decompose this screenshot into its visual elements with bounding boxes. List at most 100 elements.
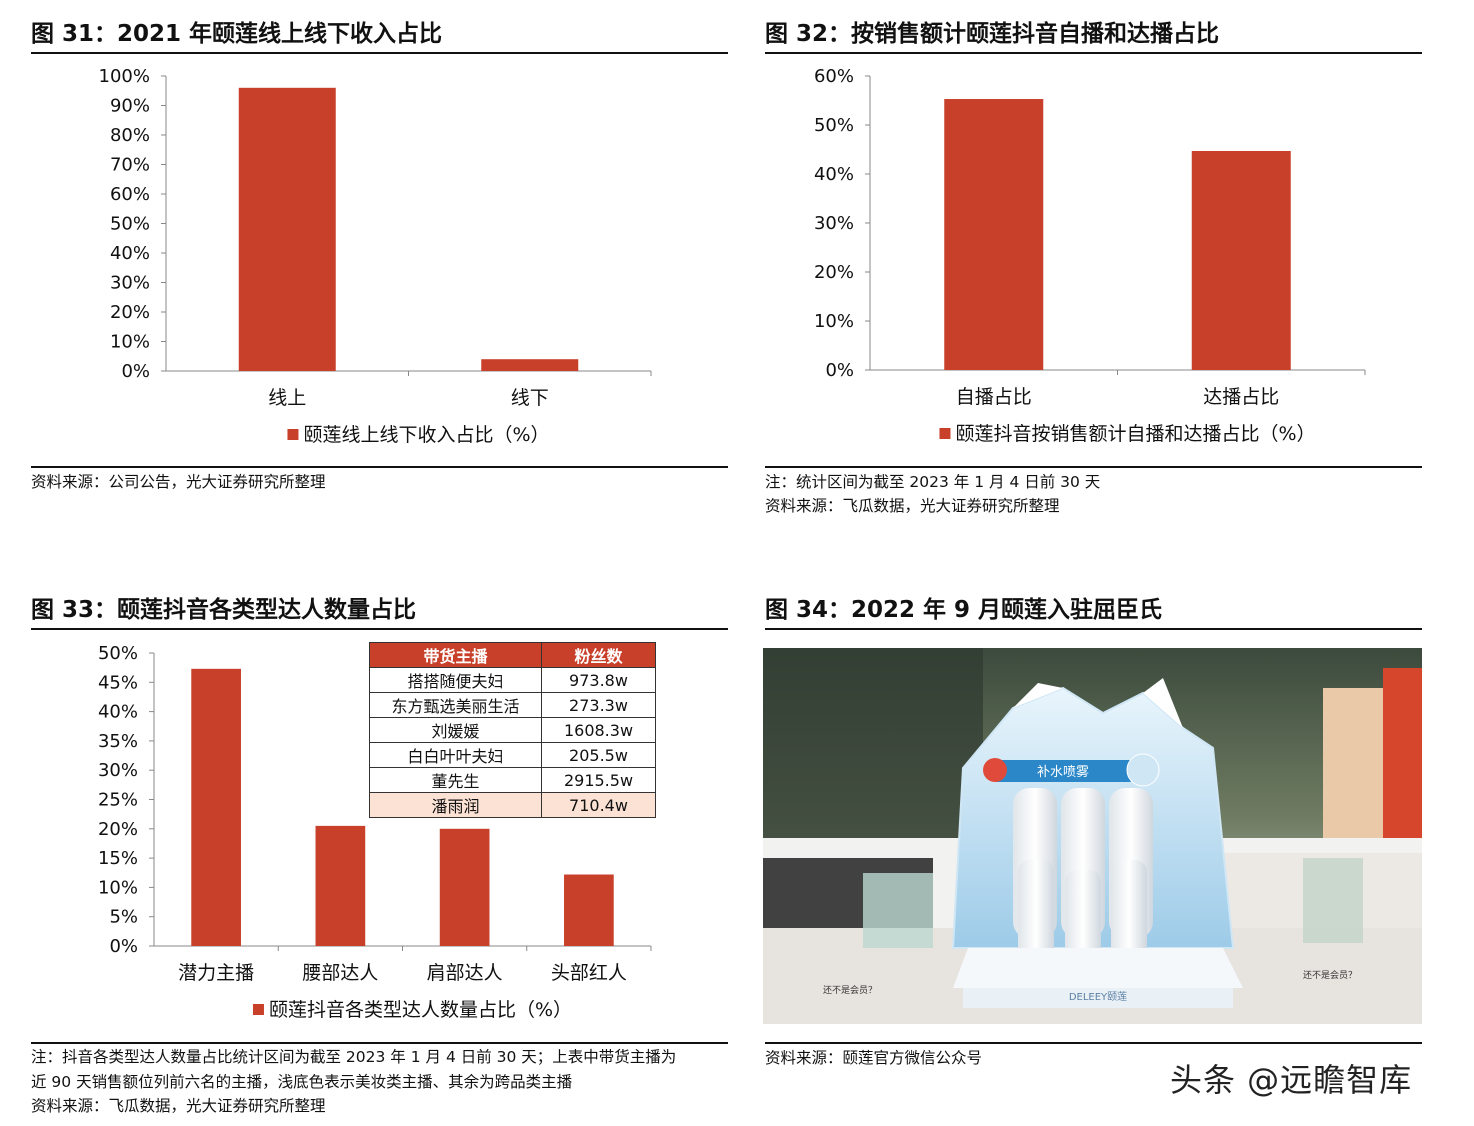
table-cell-name: 潘雨润 — [369, 792, 542, 818]
table-cell-fans: 273.3w — [541, 692, 656, 718]
figure-33-bottom-rule — [31, 1042, 728, 1044]
banner-left-text: 还不是会员？ — [823, 984, 877, 996]
figure-31-source: 资料来源：公司公告，光大证券研究所整理 — [31, 473, 326, 491]
display-top-text: 补水喷雾 — [1037, 765, 1089, 780]
bar — [1191, 150, 1291, 370]
table-cell-name: 刘媛媛 — [369, 717, 542, 743]
table-cell-fans: 205.5w — [541, 742, 656, 768]
figure-32-chart: 0% 10% 20% 30% 40% 50% 60% 自播占比 达播占比颐莲抖音按销售额计自播和… — [814, 66, 1366, 445]
figure-33-source: 资料来源：飞瓜数据，光大证券研究所整理 — [31, 1097, 326, 1115]
x-category-label: 自播占比 — [956, 386, 1032, 408]
x-category-label: 腰部达人 — [302, 962, 378, 984]
figure-33-chart: 0% 5% 10% 15% 20% 25% 30% 35% 40% 45% 50% 潜力主播 腰部达人 肩… — [98, 643, 652, 1021]
influencer-table: 带货主播 粉丝数 搭搭随便夫妇 973.8w 东方甄选美丽生活 273.3w 刘… — [369, 642, 656, 818]
figure-34: 图 34：2022 年 9 月颐莲入驻屈臣氏 — [763, 590, 1422, 1070]
figure-33-note-line1: 注：抖音各类型达人数量占比统计区间为截至 2023 年 1 月 4 日前 30 … — [31, 1048, 677, 1066]
x-category-label: 潜力主播 — [178, 962, 254, 984]
table-cell-name: 董先生 — [369, 767, 542, 793]
y-tick-label: 100% — [99, 66, 150, 87]
y-tick-label: 60% — [814, 66, 854, 87]
y-tick-label: 40% — [98, 702, 138, 723]
figure-31-chart: 0% 10% 20% 30% 40% 50% 60% 70% 80% 90% 100% 线上 线下颐莲线… — [99, 66, 652, 446]
table-row: 董先生 2915.5w — [369, 767, 656, 793]
display-base-label: DELEEY颐莲 — [1069, 991, 1127, 1003]
x-category-label: 肩部达人 — [427, 962, 503, 984]
bar — [315, 825, 366, 946]
table-cell-fans: 973.8w — [541, 667, 656, 693]
figure-34-top-rule — [765, 628, 1422, 630]
bar — [481, 359, 579, 371]
y-tick-label: 20% — [98, 819, 138, 840]
figure-31-top-rule — [31, 52, 728, 54]
figure-31: 图 31：2021 年颐莲线上线下收入占比 0% 10% 20% 30% 40% 50% 6… — [31, 14, 728, 494]
table-row: 东方甄选美丽生活 273.3w — [369, 692, 656, 718]
product-display-photo: 补水喷雾 DELEEY颐莲 还不是会员？ 还不是会员？ — [763, 648, 1422, 1024]
figure-33: 图 33：颐莲抖音各类型达人数量占比 0% 5% 10% 15% 20% 25% 30% 35… — [31, 590, 728, 1120]
influencer-table-header-name: 带货主播 — [369, 642, 542, 668]
legend-swatch — [939, 428, 951, 439]
figure-32-note: 注：统计区间为截至 2023 年 1 月 4 日前 30 天 — [765, 473, 1101, 491]
figure-34-title: 图 34：2022 年 9 月颐莲入驻屈臣氏 — [765, 597, 1163, 623]
x-category-label: 线下 — [511, 387, 549, 409]
y-tick-label: 30% — [814, 213, 854, 234]
table-row: 刘媛媛 1608.3w — [369, 717, 656, 743]
y-tick-label: 0% — [825, 360, 854, 381]
y-tick-label: 50% — [110, 214, 150, 235]
x-category-label: 线上 — [268, 387, 306, 409]
figure-34-bottom-rule — [765, 1042, 1422, 1044]
bar — [191, 668, 241, 946]
y-tick-label: 25% — [98, 790, 138, 811]
y-tick-label: 40% — [814, 164, 854, 185]
y-tick-label: 10% — [98, 877, 138, 898]
table-row: 搭搭随便夫妇 973.8w — [369, 667, 656, 693]
y-tick-label: 50% — [814, 115, 854, 136]
x-category-label: 达播占比 — [1203, 386, 1279, 408]
table-cell-name: 搭搭随便夫妇 — [369, 667, 542, 693]
figure-32-title: 图 32：按销售额计颐莲抖音自播和达播占比 — [765, 21, 1220, 47]
legend-swatch — [252, 1004, 264, 1015]
figure-32-source: 资料来源：飞瓜数据，光大证券研究所整理 — [765, 497, 1060, 515]
bar — [439, 828, 490, 946]
legend-label: 颐莲线上线下收入占比（%） — [303, 424, 549, 446]
y-tick-label: 45% — [98, 672, 138, 693]
y-tick-label: 10% — [814, 311, 854, 332]
bar — [564, 874, 614, 946]
y-tick-label: 10% — [110, 332, 150, 353]
y-tick-label: 40% — [110, 243, 150, 264]
y-tick-label: 30% — [110, 273, 150, 294]
y-tick-label: 20% — [110, 302, 150, 323]
influencer-table-header-fans: 粉丝数 — [541, 642, 656, 668]
table-cell-name: 东方甄选美丽生活 — [369, 692, 542, 718]
watermark: 头条 @远瞻智库 — [1170, 1061, 1413, 1099]
influencer-table-header: 带货主播 粉丝数 — [369, 642, 656, 668]
y-tick-label: 50% — [98, 643, 138, 664]
legend-label: 颐莲抖音按销售额计自播和达播占比（%） — [955, 423, 1315, 445]
table-cell-name: 白白叶叶夫妇 — [369, 742, 542, 768]
figure-31-bottom-rule — [31, 466, 728, 468]
legend-swatch — [287, 429, 299, 440]
y-tick-label: 30% — [98, 760, 138, 781]
y-tick-label: 80% — [110, 125, 150, 146]
store-display-illustration: 补水喷雾 DELEEY颐莲 还不是会员？ 还不是会员？ — [763, 648, 1422, 1024]
figure-31-title: 图 31：2021 年颐莲线上线下收入占比 — [31, 21, 443, 47]
banner-right-text: 还不是会员？ — [1303, 969, 1357, 981]
table-row-highlighted: 潘雨润 710.4w — [369, 792, 656, 818]
bar — [238, 87, 336, 372]
figure-33-top-rule — [31, 628, 728, 630]
table-cell-fans: 1608.3w — [541, 717, 656, 743]
y-tick-label: 35% — [98, 731, 138, 752]
bar — [944, 99, 1044, 370]
figure-32-bottom-rule — [765, 466, 1422, 468]
table-cell-fans: 710.4w — [541, 792, 656, 818]
table-cell-fans: 2915.5w — [541, 767, 656, 793]
y-tick-label: 70% — [110, 155, 150, 176]
y-tick-label: 0% — [121, 361, 150, 382]
y-tick-label: 60% — [110, 184, 150, 205]
figure-33-title: 图 33：颐莲抖音各类型达人数量占比 — [31, 597, 417, 623]
figure-34-source: 资料来源：颐莲官方微信公众号 — [765, 1049, 983, 1067]
figure-32: 图 32：按销售额计颐莲抖音自播和达播占比 0% 10% 20% 30% 40% 50% 6… — [765, 14, 1422, 519]
figure-33-note-line2: 近 90 天销售额位列前六名的主播，浅底色表示美妆类主播、其余为跨品类主播 — [31, 1073, 573, 1091]
legend-label: 颐莲抖音各类型达人数量占比（%） — [269, 999, 572, 1021]
y-tick-label: 0% — [109, 936, 138, 957]
y-tick-label: 90% — [110, 96, 150, 117]
